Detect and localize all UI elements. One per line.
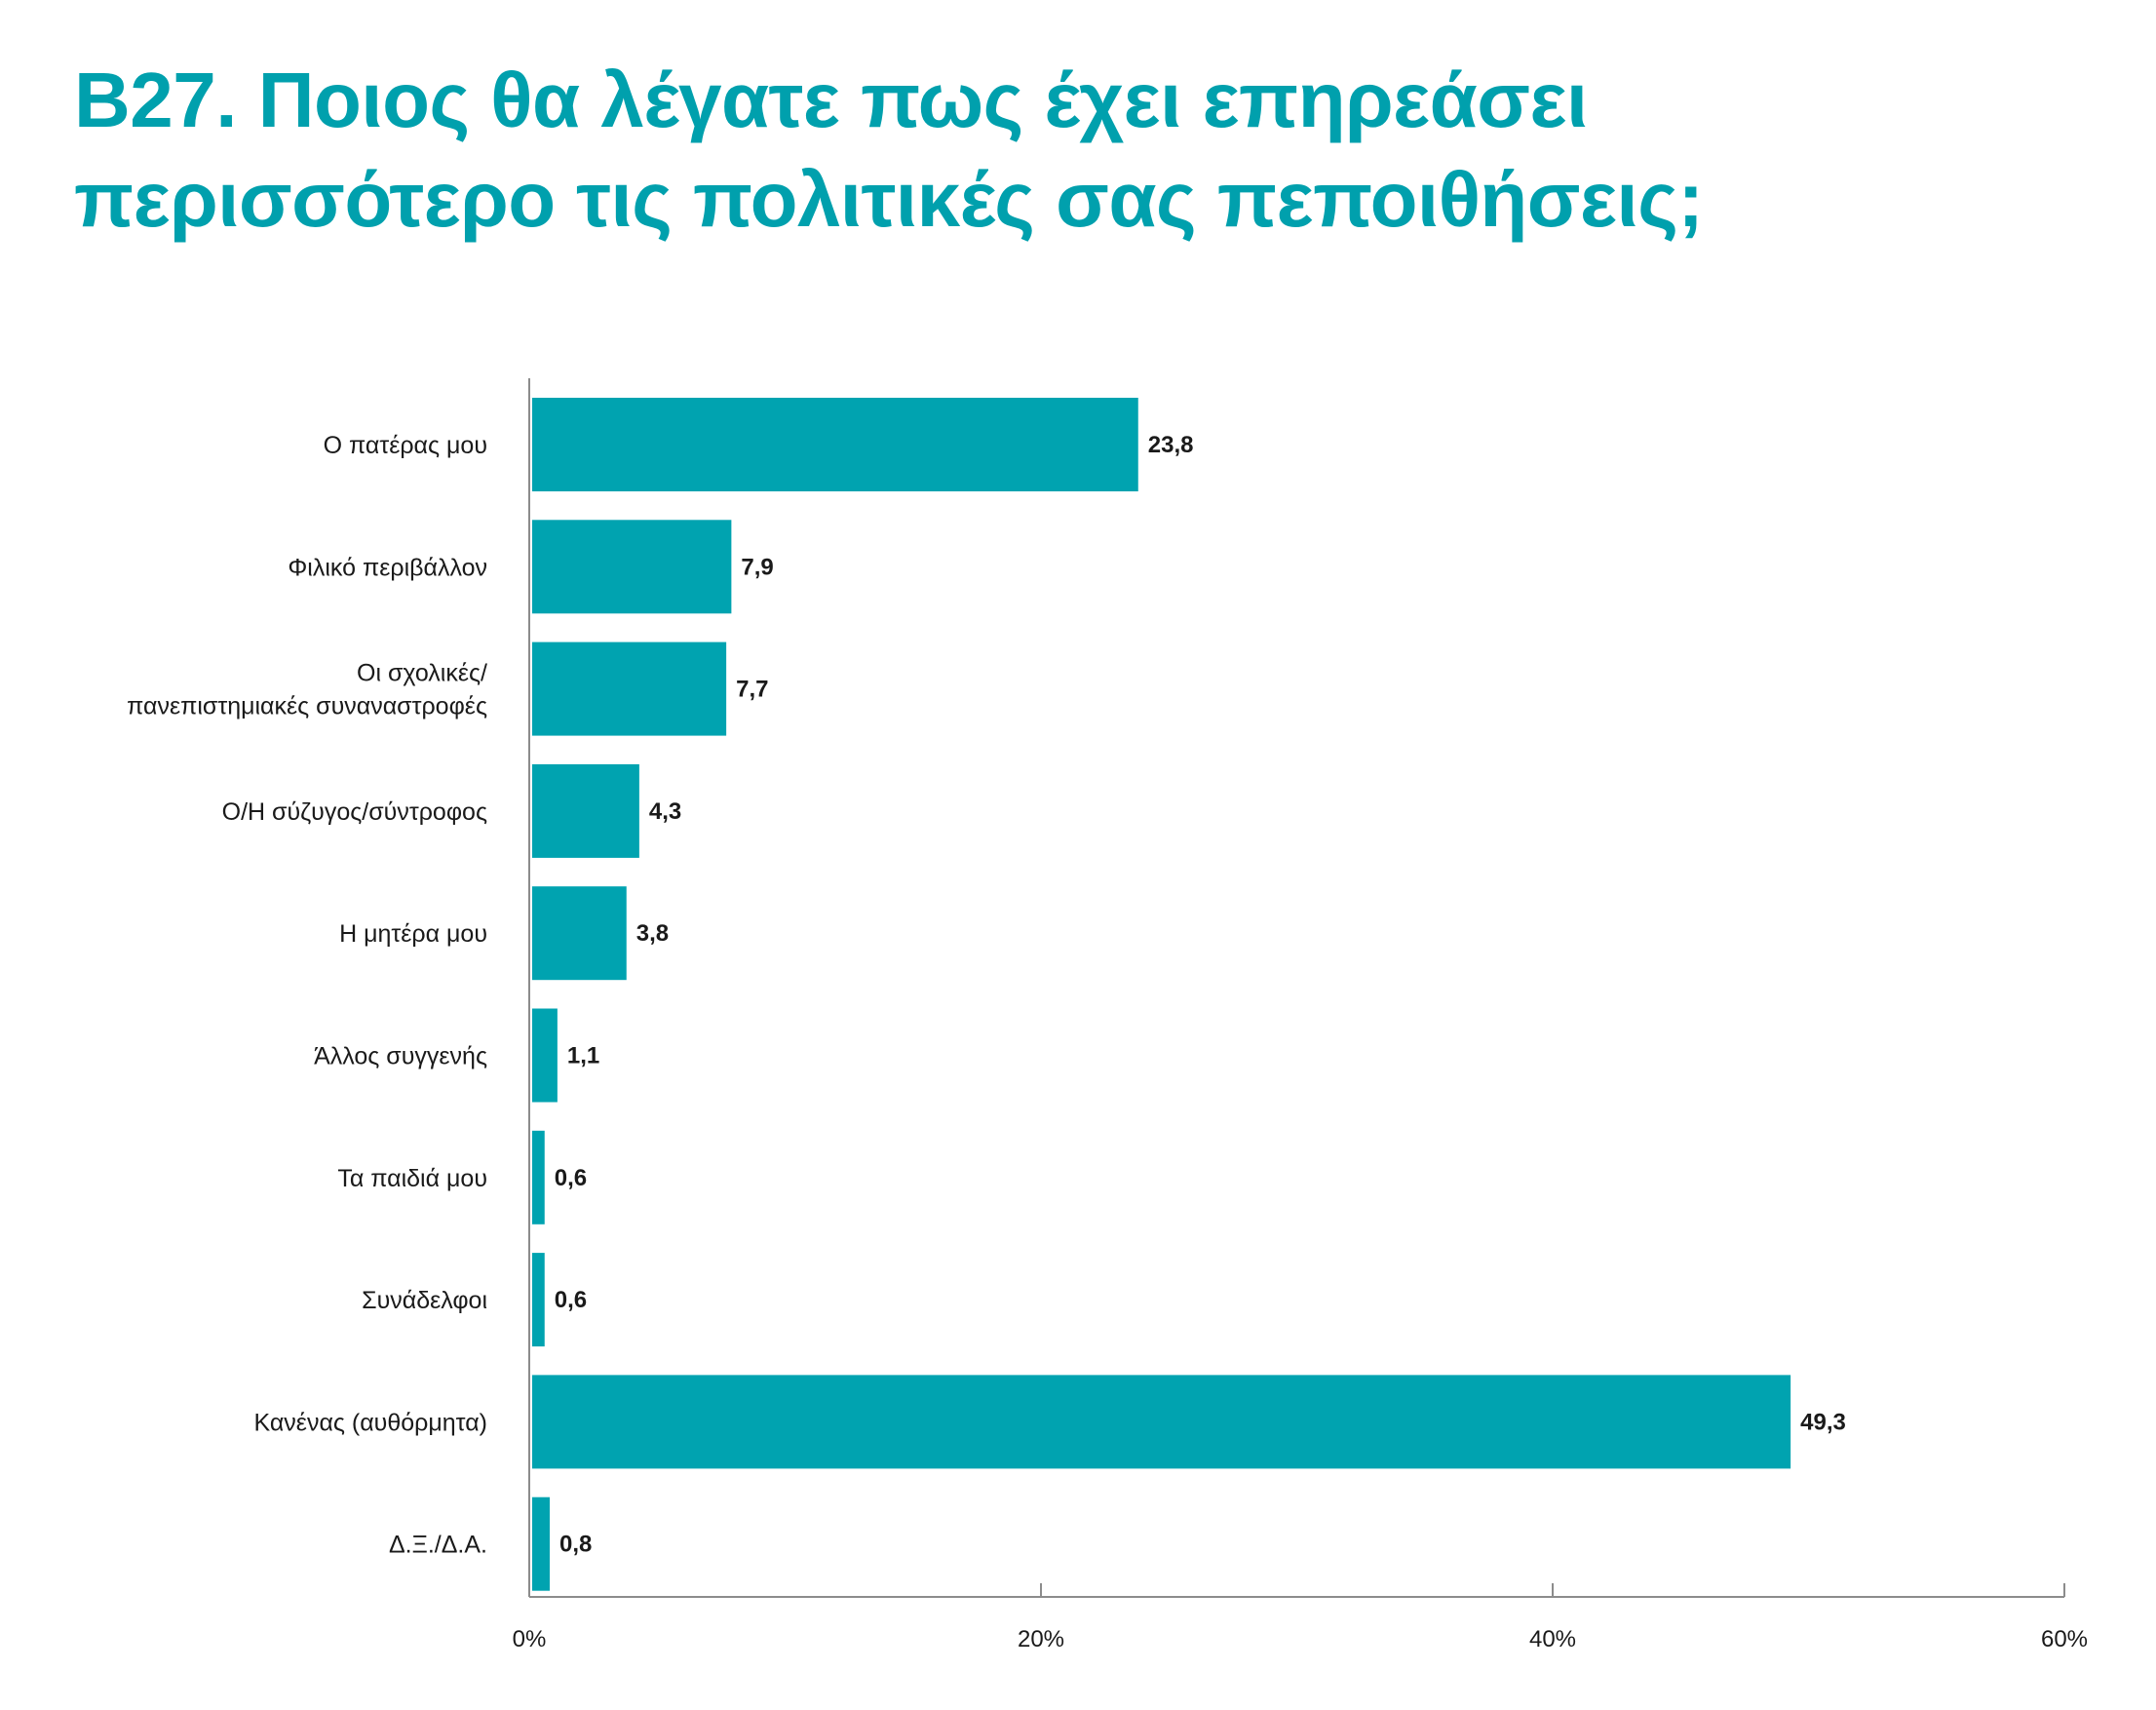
bar <box>532 641 727 736</box>
bar <box>532 520 732 614</box>
chart-title: B27. Ποιος θα λέγατε πως έχει επηρεάσει … <box>74 51 2023 250</box>
bar <box>532 1496 550 1591</box>
bar <box>532 1130 545 1224</box>
bar <box>532 886 627 981</box>
category-label: Συνάδελφοι <box>362 1287 487 1314</box>
chart-title-line-2: περισσότερο τις πολιτικές σας πεποιθήσει… <box>74 156 1704 243</box>
bar <box>532 1008 558 1103</box>
data-label: 3,8 <box>636 920 669 947</box>
category-label: πανεπιστημιακές συναναστροφές <box>127 693 487 720</box>
bar <box>532 398 1138 491</box>
data-label: 0,8 <box>559 1532 592 1558</box>
category-label: Ο πατέρας μου <box>324 432 487 459</box>
category-label: Κανένας (αυθόρμητα) <box>253 1409 487 1436</box>
chart-title-line-1: B27. Ποιος θα λέγατε πως έχει επηρεάσει <box>74 57 1588 143</box>
category-label: Φιλικό περιβάλλον <box>288 554 487 581</box>
category-label: Τα παιδιά μου <box>337 1165 487 1192</box>
bar <box>532 1253 545 1347</box>
data-label: 4,3 <box>649 798 681 825</box>
category-label: Η μητέρα μου <box>339 920 487 948</box>
category-label: Άλλος συγγενής <box>314 1043 487 1070</box>
category-label: Δ.Ξ./Δ.Α. <box>389 1532 487 1559</box>
data-label: 1,1 <box>567 1043 599 1069</box>
bar <box>532 1375 1791 1469</box>
data-label: 0,6 <box>555 1287 587 1313</box>
bar <box>532 763 639 858</box>
data-label: 23,8 <box>1148 432 1194 458</box>
data-label: 7,9 <box>741 554 773 580</box>
data-label: 49,3 <box>1800 1409 1846 1435</box>
data-label: 7,7 <box>736 677 768 703</box>
x-tick-label: 60% <box>2041 1626 2088 1652</box>
x-tick-label: 0% <box>513 1626 547 1652</box>
category-label: Οι σχολικές/ <box>357 660 487 687</box>
x-tick-label: 40% <box>1529 1626 1576 1652</box>
x-tick-label: 20% <box>1018 1626 1064 1652</box>
category-label: Ο/Η σύζυγος/σύντροφος <box>222 798 487 826</box>
data-label: 0,6 <box>555 1165 587 1191</box>
